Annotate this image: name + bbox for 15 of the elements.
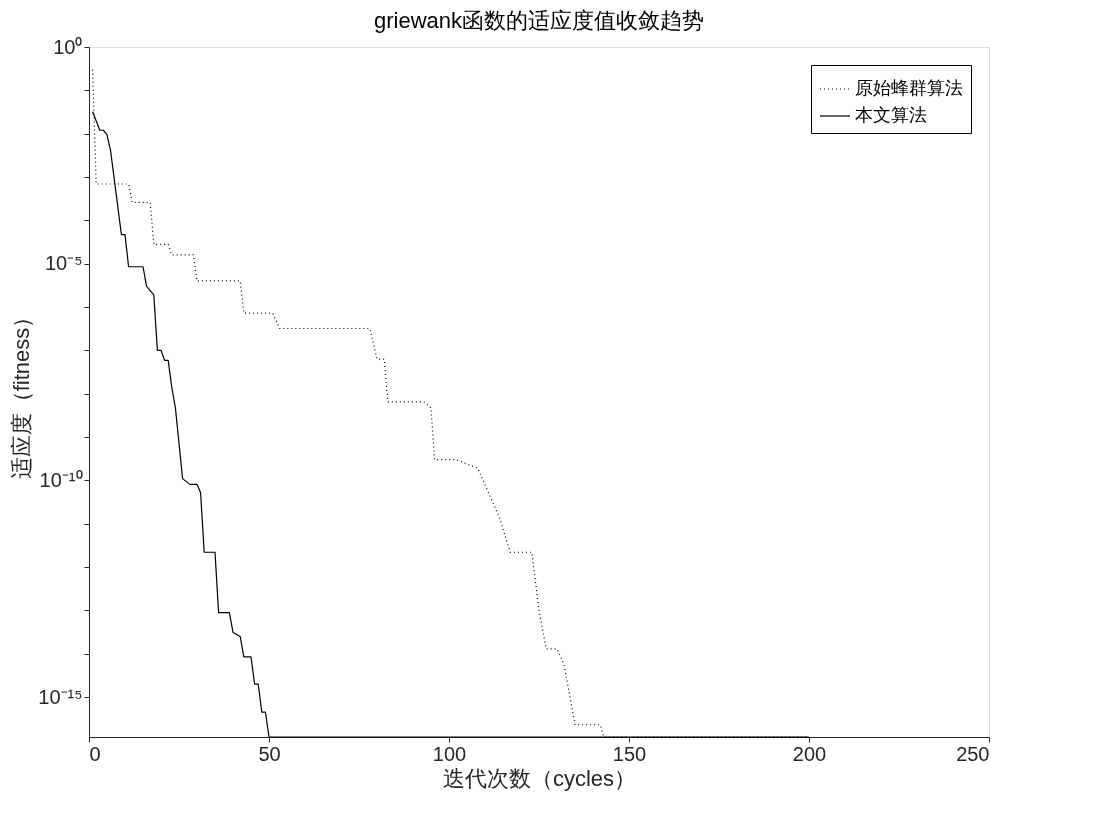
- chart-title: griewank函数的适应度值收敛趋势: [373, 8, 705, 33]
- y-tick-label: 10⁰: [53, 35, 83, 58]
- x-tick-label: 200: [792, 742, 827, 765]
- x-tick-label: 0: [89, 742, 101, 765]
- x-tick-label: 250: [956, 742, 990, 765]
- y-tick-label: 10⁻⁵: [44, 252, 83, 275]
- y-axis-title: 适应度（fitness）: [9, 305, 35, 480]
- x-tick-label: 150: [612, 742, 647, 765]
- legend-label: 本文算法: [855, 105, 927, 125]
- y-tick-label: 10⁻¹⁰: [39, 468, 83, 491]
- legend-label: 原始蜂群算法: [855, 78, 963, 98]
- x-tick-label: 100: [432, 742, 467, 765]
- x-axis-title: 迭代次数（cycles）: [442, 765, 637, 791]
- y-tick-label: 10⁻¹⁵: [38, 685, 83, 708]
- x-tick-label: 50: [258, 742, 281, 765]
